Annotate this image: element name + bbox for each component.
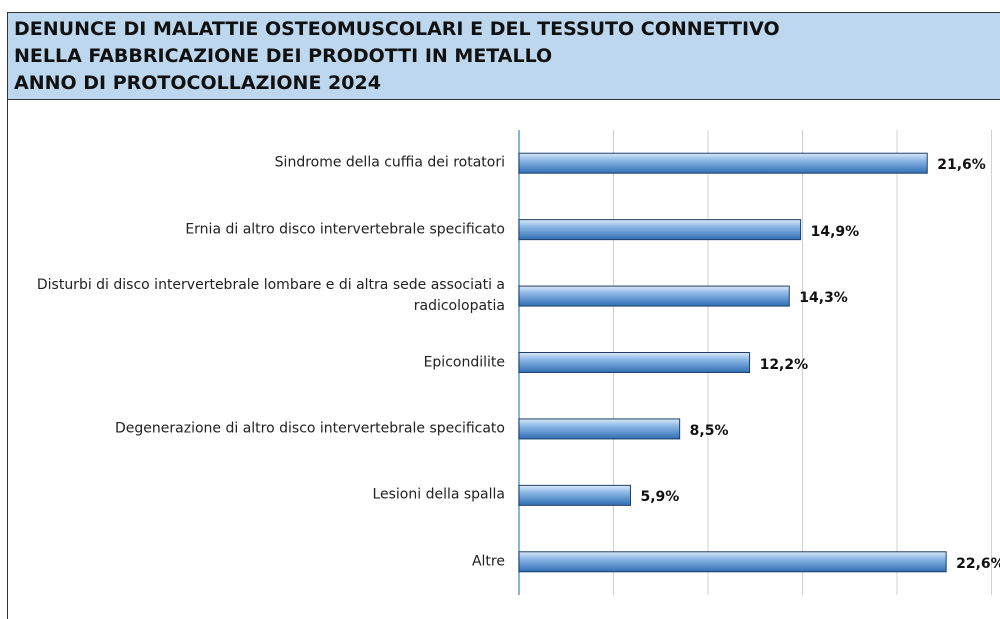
value-label: 12,2% [759, 356, 809, 373]
category-label: Degenerazione di altro disco interverteb… [115, 420, 505, 437]
category-label: Ernia di altro disco intervertebrale spe… [185, 221, 505, 238]
bar [518, 418, 681, 440]
value-label: 14,9% [810, 223, 860, 240]
category-label: Lesioni della spalla [372, 486, 505, 503]
bar [518, 551, 947, 573]
bar [518, 219, 802, 241]
value-label: 8,5% [689, 422, 729, 439]
category-label: Disturbi di disco intervertebrale lombar… [36, 277, 505, 315]
frame [7, 100, 1000, 619]
value-label: 14,3% [799, 290, 848, 307]
value-label: 22,6% [956, 555, 1000, 572]
bar [518, 352, 751, 373]
category-label: Epicondilite [423, 354, 505, 370]
category-label: Altre [471, 553, 505, 570]
chart-title: DENUNCE DI MALATTIE OSTEOMUSCOLARI E DEL… [7, 12, 1000, 100]
bar [518, 285, 790, 307]
bar [518, 484, 632, 506]
bar [518, 152, 928, 174]
category-label: Sindrome della cuffia dei rotatori [274, 154, 505, 171]
value-label: 5,9% [640, 489, 680, 506]
value-label: 21,6% [937, 157, 986, 174]
